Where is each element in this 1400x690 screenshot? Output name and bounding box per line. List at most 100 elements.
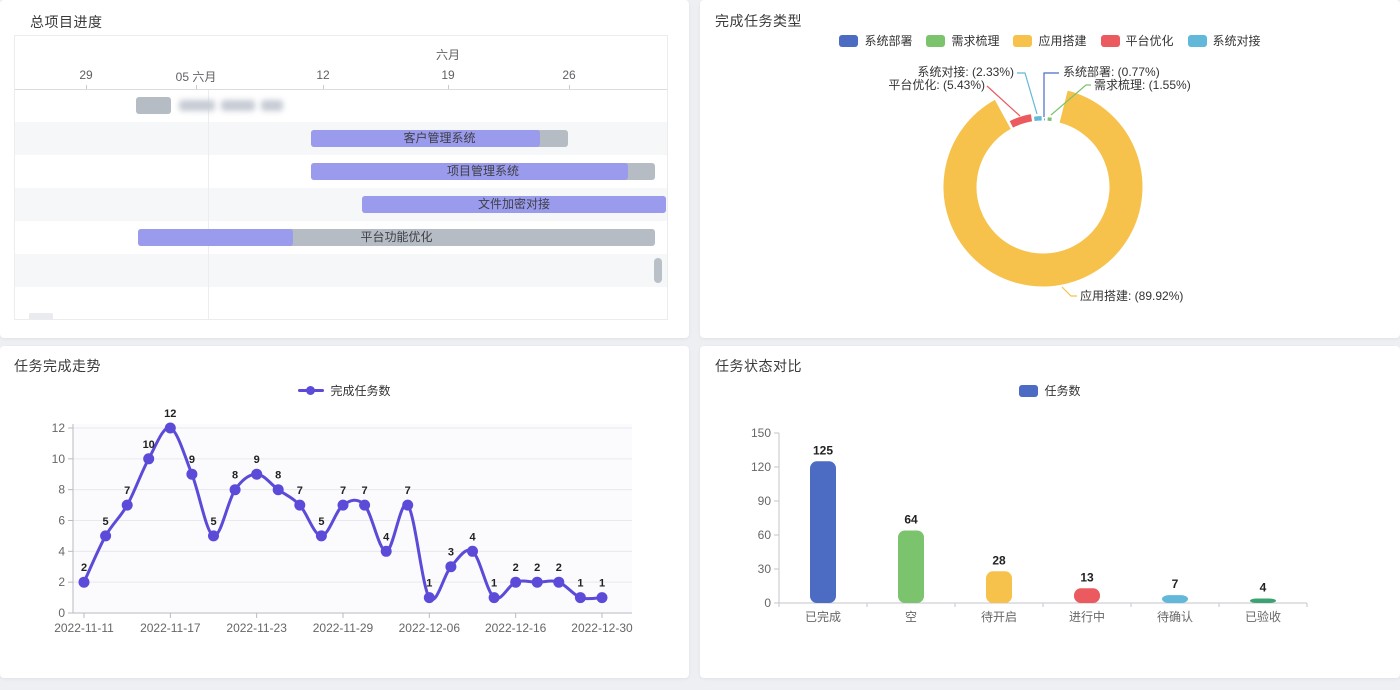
panel-title-task-trend: 任务完成走势 [14, 358, 101, 374]
line-point[interactable] [164, 422, 176, 434]
line-point[interactable] [596, 592, 608, 604]
line-point-label: 3 [448, 547, 454, 559]
line-point[interactable] [380, 545, 392, 557]
line-point[interactable] [186, 468, 198, 480]
line-point-label: 7 [405, 485, 411, 497]
gantt-row [15, 287, 667, 319]
gantt-gridline [208, 89, 209, 319]
line-point[interactable] [337, 499, 349, 511]
donut-label: 应用搭建: (89.92%) [1080, 288, 1183, 303]
pie-legend-item[interactable]: 系统对接 [1187, 32, 1261, 49]
y-axis-label: 4 [58, 544, 65, 558]
gantt-scrollbar-thumb[interactable] [654, 258, 662, 283]
gantt-axis-tick [448, 85, 449, 89]
gantt-redacted-text [179, 100, 215, 111]
line-point[interactable] [78, 576, 90, 588]
y-axis-label: 90 [758, 494, 772, 508]
gantt-bar-label: 平台功能优化 [360, 230, 433, 244]
line-point[interactable] [574, 592, 586, 604]
line-point[interactable] [121, 499, 133, 511]
legend-swatch [1187, 34, 1207, 47]
line-point-label: 1 [426, 578, 432, 590]
line-point[interactable] [553, 576, 565, 588]
gantt-bar-label: 客户管理系统 [403, 131, 476, 145]
donut-slice-0[interactable] [1043, 117, 1047, 122]
bar-0[interactable] [810, 461, 836, 603]
x-axis-label: 2022-12-30 [571, 621, 633, 635]
line-point[interactable] [488, 592, 500, 604]
gantt-axis-label: 05 六月 [175, 70, 217, 84]
pie-legend-item[interactable]: 应用搭建 [1013, 32, 1087, 49]
gantt-bar-redacted[interactable] [136, 97, 171, 114]
line-point[interactable] [467, 545, 478, 557]
donut-label: 平台优化: (5.43%) [888, 77, 985, 92]
line-point[interactable] [423, 592, 435, 604]
donut-slice-2[interactable] [942, 89, 1144, 288]
line-point[interactable] [402, 499, 414, 511]
gantt-axis-label: 12 [316, 68, 330, 82]
panel-task-trend: 任务完成走势 完成任务数 0 2 4 6 8 10 12 2022-11-11 2022-11-… [0, 346, 689, 678]
line-point[interactable] [208, 530, 219, 542]
donut-label-line [1043, 72, 1059, 117]
gantt-axis-tick [196, 85, 197, 89]
panel-title-task-status: 任务状态对比 [715, 358, 802, 374]
x-axis-label: 进行中 [1069, 609, 1105, 624]
bar-value-label: 13 [1080, 570, 1094, 584]
legend-label: 平台优化 [1125, 34, 1174, 48]
line-point[interactable] [294, 499, 306, 511]
donut-slice-4[interactable] [1032, 114, 1043, 123]
pie-legend-item[interactable]: 需求梳理 [926, 32, 999, 49]
gantt-axis-tick [569, 85, 570, 89]
bar-3[interactable] [1074, 588, 1100, 603]
panel-task-type: 完成任务类型 系统部署 需求梳理 应用搭建 平台优化 系统对接 系统部署: (0.77%… [700, 0, 1400, 338]
y-axis-label: 60 [758, 528, 772, 542]
line-legend-item[interactable]: 完成任务数 [298, 382, 391, 399]
gantt-month-label: 六月 [435, 48, 461, 62]
line-point[interactable] [445, 561, 457, 573]
bar-2[interactable] [986, 571, 1012, 603]
legend-label: 系统部署 [864, 34, 913, 48]
panel-task-status: 任务状态对比 任务数 0 30 60 90 120 150 125 已完成 64 空 28 待开启 13… [700, 346, 1400, 678]
y-axis-label: 6 [58, 513, 65, 527]
line-point-label: 1 [491, 578, 497, 590]
line-point[interactable] [359, 499, 371, 511]
donut-slice-3[interactable] [1008, 113, 1034, 129]
x-axis-label: 空 [905, 610, 917, 624]
bar-5[interactable] [1250, 598, 1276, 604]
bar-legend-item[interactable]: 任务数 [1019, 382, 1081, 399]
gantt-row [15, 89, 667, 122]
line-point-label: 2 [556, 562, 562, 574]
gantt-redacted-text [261, 100, 283, 111]
line-point[interactable] [272, 484, 284, 496]
line-point[interactable] [510, 576, 522, 588]
gantt-bar-label: 文件加密对接 [477, 197, 550, 211]
line-point[interactable] [251, 468, 263, 480]
pie-legend-item[interactable]: 平台优化 [1100, 32, 1174, 49]
y-axis-label: 0 [58, 606, 65, 620]
line-point[interactable] [531, 576, 543, 588]
donut-label-line [986, 85, 1021, 117]
donut-label: 需求梳理: (1.55%) [1094, 77, 1191, 92]
gantt-bar-progress[interactable] [311, 163, 628, 180]
line-point[interactable] [315, 530, 327, 542]
line-point-label: 4 [383, 531, 390, 543]
legend-swatch [1100, 34, 1120, 47]
bar-1[interactable] [898, 530, 924, 604]
line-point[interactable] [143, 453, 155, 465]
donut-chart: 系统部署: (0.77%)需求梳理: (1.55%) 应用搭建: (89.92%)… [888, 64, 1191, 303]
donut-slice-1[interactable] [1046, 116, 1053, 123]
gantt-bar-progress[interactable] [311, 130, 540, 147]
line-point[interactable] [100, 530, 112, 542]
y-axis-label: 0 [764, 596, 771, 610]
line-point[interactable] [229, 484, 241, 496]
pie-legend-item[interactable]: 系统部署 [839, 32, 912, 49]
bar-legend: 任务数 [700, 382, 1400, 399]
y-axis-label: 2 [58, 575, 65, 589]
legend-label: 系统对接 [1212, 34, 1261, 48]
x-axis-label: 2022-11-17 [140, 621, 201, 635]
gantt-bar-progress[interactable] [138, 229, 293, 246]
gantt-bar-progress[interactable] [362, 196, 666, 213]
donut-label-line [1050, 84, 1091, 116]
bar-4[interactable] [1162, 595, 1188, 603]
legend-swatch [1013, 34, 1033, 47]
